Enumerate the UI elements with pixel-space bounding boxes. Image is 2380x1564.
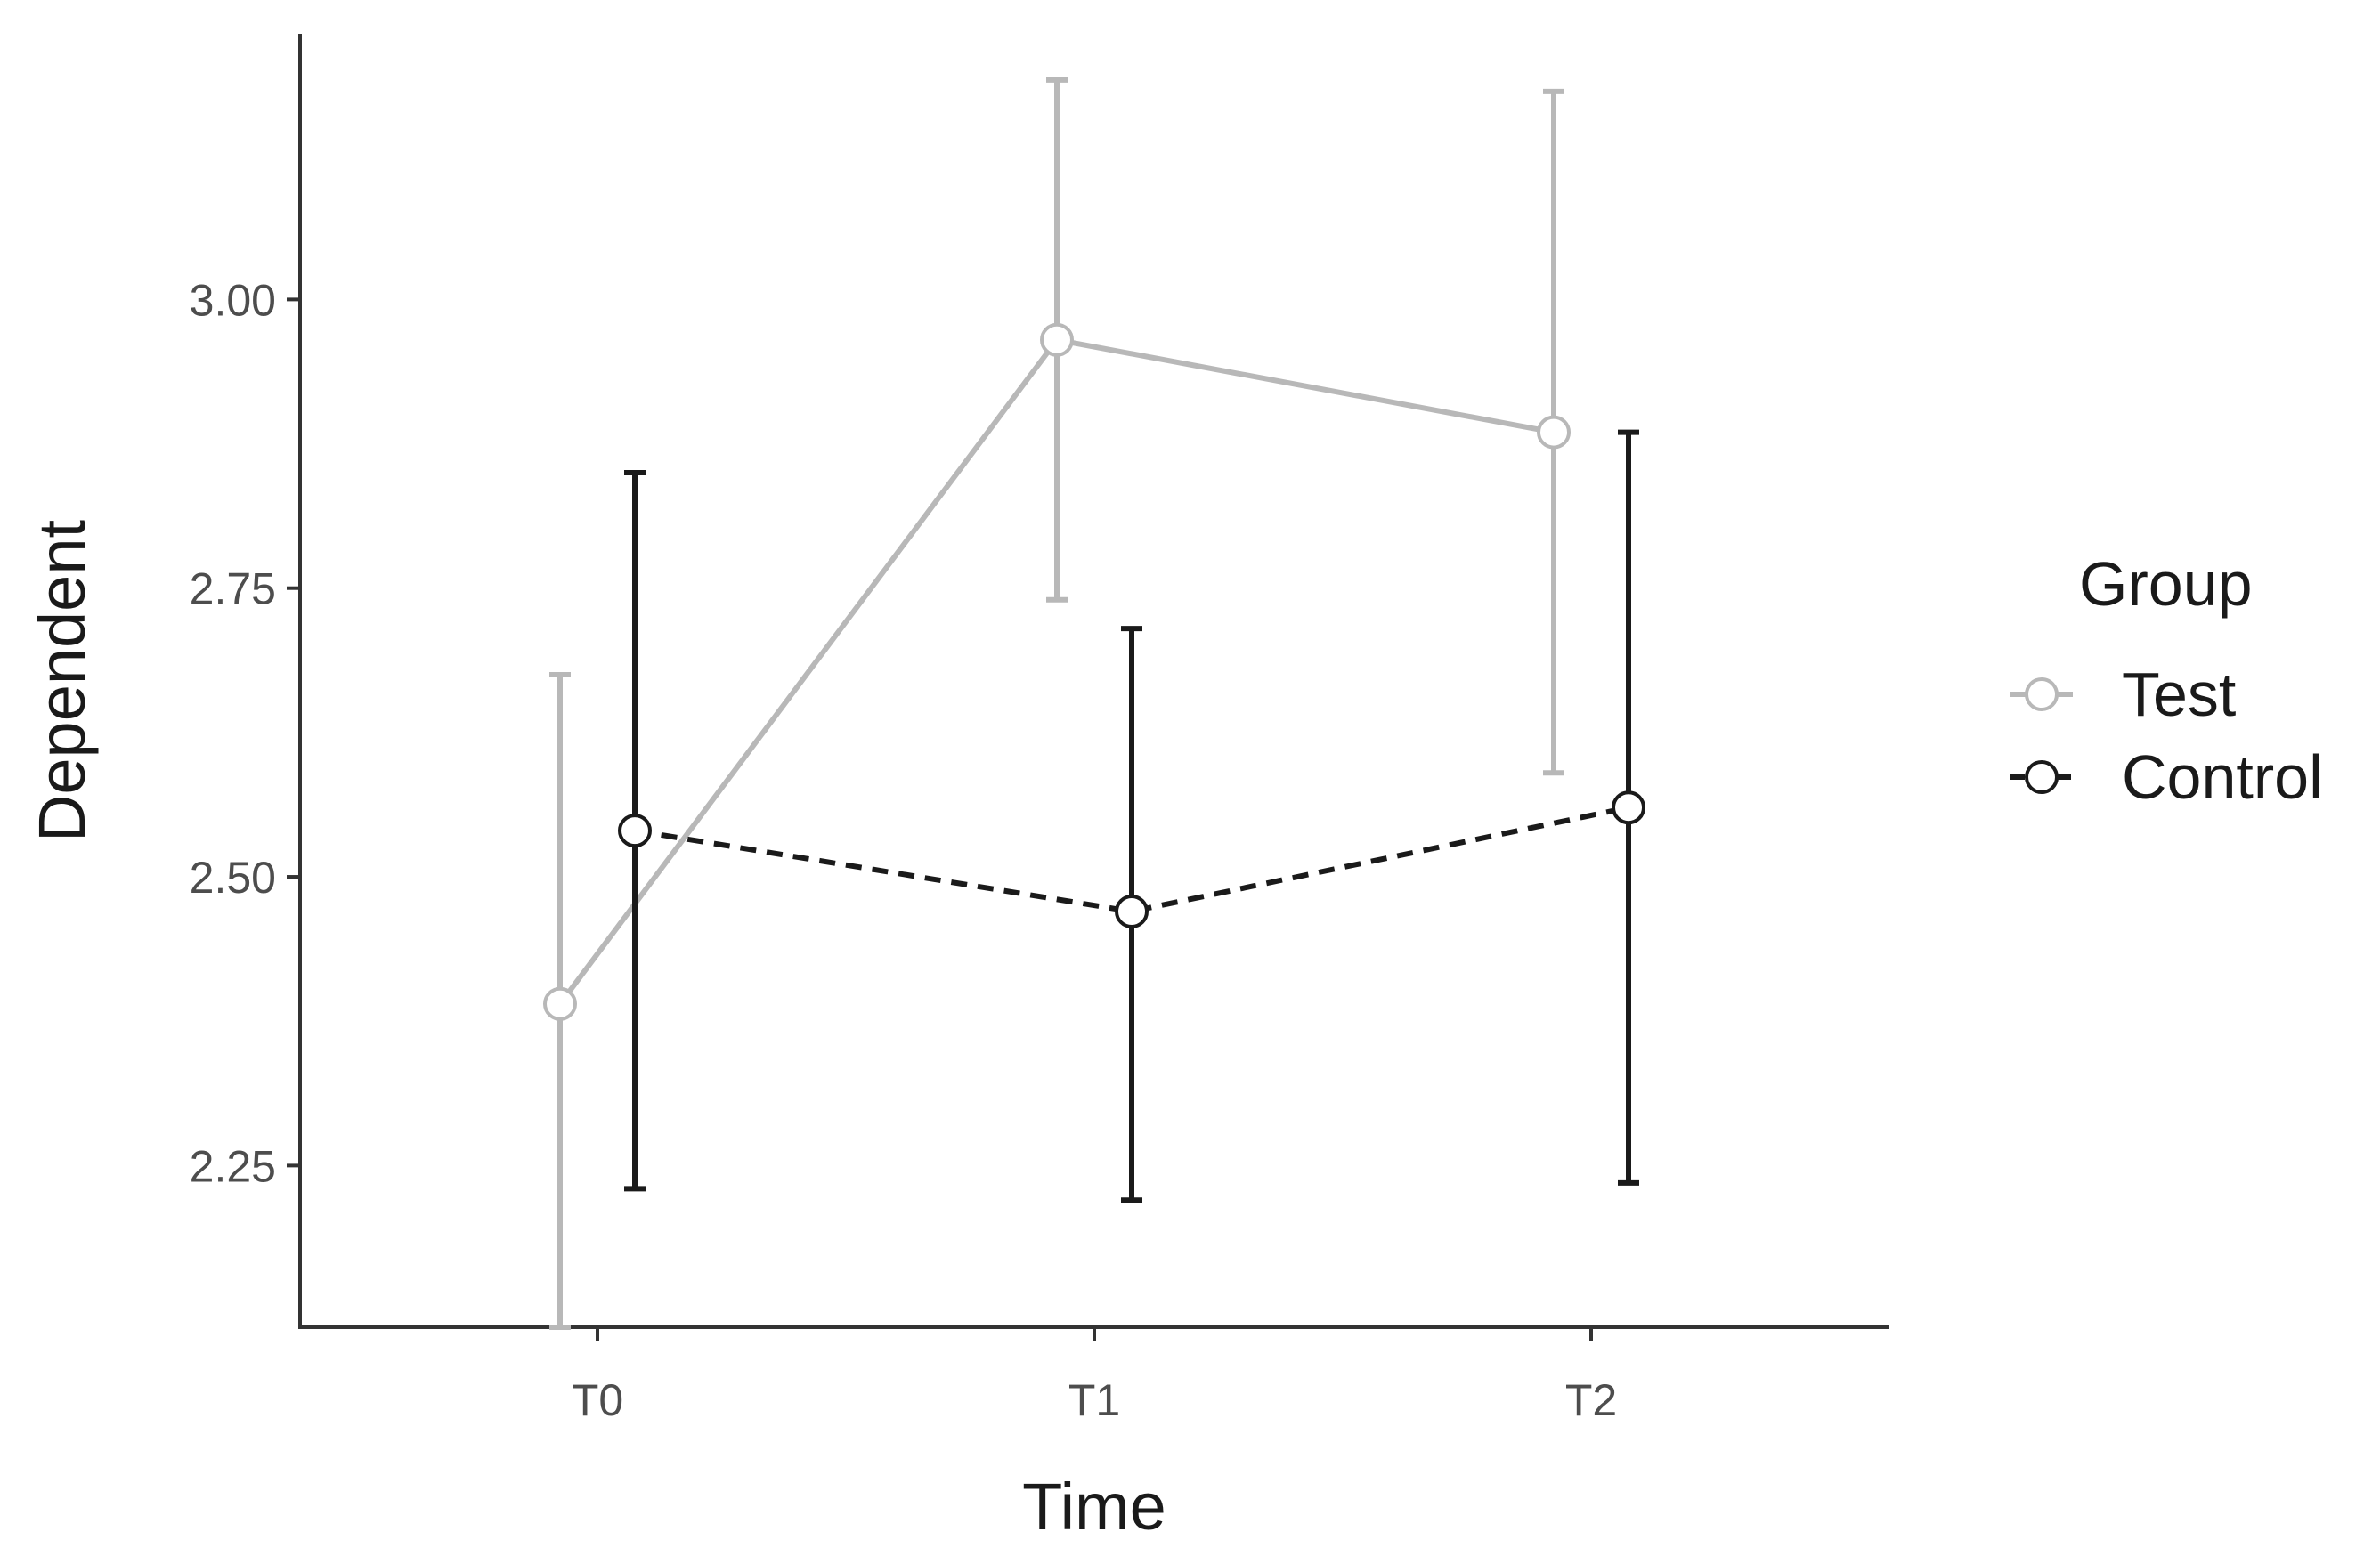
legend-label-control: Control (2122, 742, 2323, 812)
y-axis-title: Dependent (25, 520, 99, 843)
legend-key-marker-control (2025, 760, 2059, 794)
legend: Group Test Control (2010, 549, 2323, 812)
x-tick-label: T1 (1068, 1375, 1120, 1425)
y-ticks: 2.25 2.50 2.75 3.00 (190, 275, 300, 1191)
x-tick-label: T2 (1565, 1375, 1617, 1425)
series-control (618, 429, 1645, 1203)
data-point-control (1115, 894, 1149, 928)
legend-title: Group (2079, 549, 2253, 619)
legend-key-marker-test (2025, 677, 2059, 711)
y-tick-label: 3.00 (190, 275, 276, 325)
y-tick-label: 2.75 (190, 564, 276, 614)
data-point-test (543, 986, 577, 1021)
series-test (543, 77, 1571, 1330)
data-point-control (1612, 790, 1645, 825)
data-point-control (618, 814, 652, 848)
legend-item-control: Control (2010, 742, 2323, 812)
x-ticks: T0 T1 T2 (572, 1327, 1617, 1425)
legend-label-test: Test (2122, 660, 2236, 729)
plot-area: 2.25 2.50 2.75 3.00 T0 T1 T2 (190, 34, 1889, 1425)
x-tick-label: T0 (572, 1375, 623, 1425)
series-line-control (634, 805, 1629, 915)
y-tick-label: 2.50 (190, 853, 276, 903)
series-layer (543, 77, 1645, 1330)
legend-item-test: Test (2010, 660, 2236, 729)
data-point-test (1040, 322, 1074, 357)
x-axis-title: Time (1022, 1470, 1166, 1544)
legend-items: Test Control (2010, 660, 2323, 812)
y-tick-label: 2.25 (190, 1141, 276, 1191)
data-point-test (1537, 415, 1571, 450)
